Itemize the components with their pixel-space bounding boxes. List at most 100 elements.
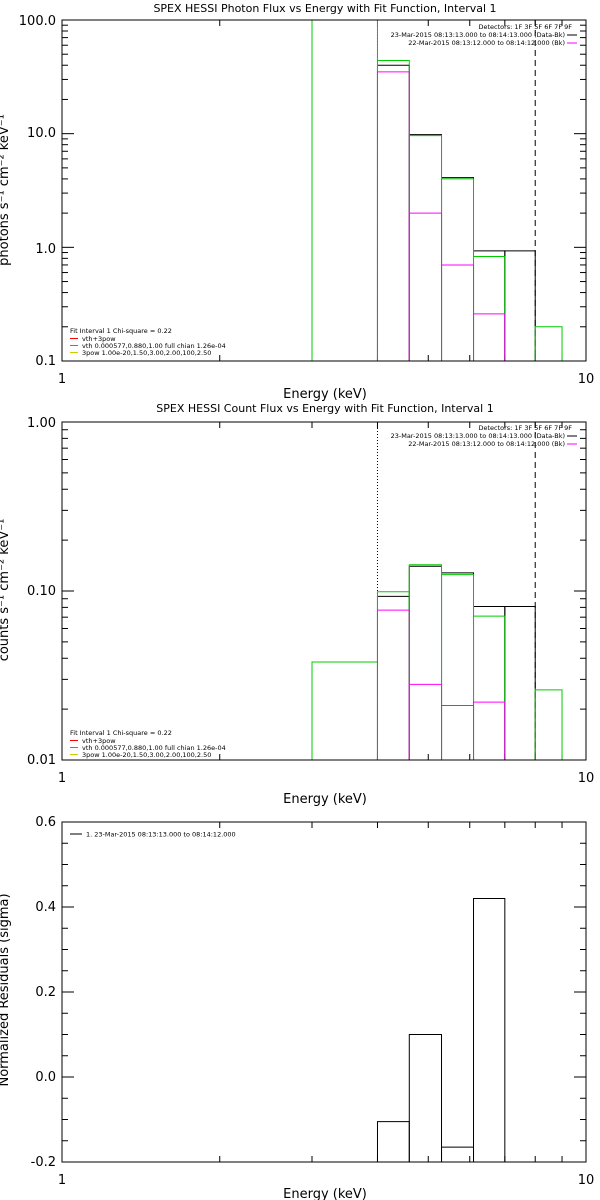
photon-xlabel: Energy (keV) (283, 387, 367, 402)
residuals-legend-text: 1. 23-Mar-2015 08:13:13.000 to 08:14:12.… (86, 831, 236, 839)
residuals-bin (408, 1034, 443, 1162)
residuals-tick-label-y-0.2: 0.2 (35, 985, 56, 1000)
photon-fit-3pow: 3pow 1.00e-20,1.50,3.00,2.00,100,2.50 (82, 349, 211, 357)
count-series-vth-3pow (311, 564, 563, 760)
count-legend-top-right: Detectors: 1F 3F 5F 6F 7F 9F 23-Mar-2015… (391, 424, 577, 448)
count-tick-label-y-1.00: 1.00 (27, 416, 56, 431)
photon-legend-bottom-left: Fit Interval 1 Chi-square = 0.22 vth+3po… (70, 327, 226, 357)
photon-tick-label-y-10.0: 10.0 (27, 126, 56, 141)
residuals-bin (376, 1121, 410, 1162)
photon-bin (534, 326, 563, 361)
photon-axis-ticks (62, 19, 586, 362)
photon-legend-bk-text: 22-Mar-2015 08:13:12.000 to 08:14:12.000… (408, 39, 565, 47)
residuals-tick-label-y-0.6: 0.6 (35, 815, 56, 830)
photon-bin (376, 60, 410, 361)
count-bin (473, 605, 506, 760)
residuals-tick-label-x-10: 10 (578, 1173, 595, 1188)
photon-fit-header: Fit Interval 1 Chi-square = 0.22 (70, 327, 172, 335)
count-vlines (376, 422, 536, 760)
photon-bin (441, 264, 475, 361)
photon-bin (441, 178, 475, 361)
count-bin (408, 683, 443, 760)
count-tick-label-x-10: 10 (578, 771, 595, 786)
photon-bin (311, 19, 378, 361)
photon-bin (408, 212, 443, 361)
photon-bin (473, 250, 506, 361)
count-chart-title: SPEX HESSI Count Flux vs Energy with Fit… (156, 402, 493, 415)
count-flux-panel: SPEX HESSI Count Flux vs Energy with Fit… (0, 402, 594, 807)
count-legend-bk-text: 22-Mar-2015 08:13:12.000 to 08:14:12.000… (408, 440, 565, 448)
photon-bin (376, 64, 410, 361)
count-axis-ticks (62, 421, 586, 761)
residuals-ylabel: Normalized Residuals (sigma) (0, 893, 12, 1086)
residuals-tick-label-y-0.0: 0.0 (35, 1070, 56, 1085)
count-tick-label-y-0.10: 0.10 (27, 584, 56, 599)
residuals-bin (473, 898, 506, 1162)
photon-flux-panel: SPEX HESSI Photon Flux vs Energy with Fi… (0, 2, 594, 402)
residuals-series-residual (376, 898, 506, 1162)
photon-bin (408, 135, 443, 361)
count-bin (504, 605, 536, 760)
residuals-axis-ticks (62, 821, 586, 1163)
photon-ylabel: photons s⁻¹ cm⁻² keV⁻¹ (0, 114, 12, 266)
photon-series-vth-3pow (311, 19, 563, 361)
photon-fit-vth: vth 0.000577,0.880,1.00 full chian 1.26e… (82, 342, 226, 350)
count-fit-header: Fit Interval 1 Chi-square = 0.22 (70, 729, 172, 737)
residuals-tick-label-x-1: 1 (58, 1173, 66, 1188)
count-bin (441, 574, 475, 760)
residuals-panel: Normalized Residuals (sigma) Energy (keV… (0, 815, 594, 1200)
photon-vlines (376, 20, 536, 361)
photon-bin (441, 177, 475, 361)
count-tick-label-y-0.01: 0.01 (27, 753, 56, 768)
count-fit-total: vth+3pow (82, 737, 116, 745)
count-bin (376, 595, 410, 760)
count-tick-label-x-1: 1 (58, 771, 66, 786)
photon-bin (504, 250, 536, 361)
count-fit-vth: vth 0.000577,0.880,1.00 full chian 1.26e… (82, 744, 226, 752)
count-series-data-bk (376, 565, 536, 760)
photon-legend-data-text: 23-Mar-2015 08:13:13.000 to 08:14:13.000… (391, 31, 565, 39)
count-bin (376, 609, 410, 760)
photon-fit-total: vth+3pow (82, 335, 116, 343)
count-plot-frame (61, 421, 587, 761)
residuals-bin (441, 1146, 475, 1162)
photon-tick-label-x-10: 10 (578, 372, 595, 387)
photon-tick-label-y-100.0: 100.0 (19, 14, 56, 29)
photon-bin (376, 71, 410, 361)
photon-bin (408, 134, 443, 361)
count-xlabel: Energy (keV) (283, 792, 367, 807)
photon-series-bk (376, 71, 536, 362)
count-bin (441, 705, 475, 760)
count-bin (441, 572, 475, 760)
residuals-tick-label-y-m0.2: -0.2 (31, 1155, 56, 1170)
count-bin (376, 591, 410, 760)
residuals-tick-label-y-0.4: 0.4 (35, 900, 56, 915)
photon-plot-frame (61, 19, 587, 362)
photon-bin (473, 256, 506, 361)
count-legend-bottom-left: Fit Interval 1 Chi-square = 0.22 vth+3po… (70, 729, 226, 759)
photon-series-data-bk (376, 64, 536, 361)
residuals-legend: 1. 23-Mar-2015 08:13:13.000 to 08:14:12.… (70, 831, 236, 839)
residuals-plot-frame (61, 821, 587, 1163)
residuals-series (376, 898, 506, 1162)
count-legend-data-text: 23-Mar-2015 08:13:13.000 to 08:14:13.000… (391, 432, 565, 440)
photon-tick-label-y-0.1: 0.1 (35, 354, 56, 369)
count-bin (473, 615, 506, 760)
count-series-bk (376, 609, 536, 761)
count-bin (311, 661, 378, 760)
photon-bin (473, 313, 506, 361)
photon-series (311, 19, 563, 362)
residuals-xlabel: Energy (keV) (283, 1187, 367, 1200)
count-ylabel: counts s⁻¹ cm⁻² keV⁻¹ (0, 519, 12, 662)
photon-legend-top-right: Detectors: 1F 3F 5F 6F 7F 9F 23-Mar-2015… (391, 23, 577, 47)
photon-tick-label-x-1: 1 (58, 372, 66, 387)
count-legend-detectors: Detectors: 1F 3F 5F 6F 7F 9F (478, 424, 572, 432)
count-series (311, 564, 563, 761)
photon-chart-title: SPEX HESSI Photon Flux vs Energy with Fi… (153, 2, 496, 15)
photon-legend-detectors: Detectors: 1F 3F 5F 6F 7F 9F (478, 23, 572, 31)
count-bin (408, 564, 443, 760)
photon-tick-label-y-1.0: 1.0 (35, 242, 56, 257)
count-bin (534, 689, 563, 760)
count-fit-3pow: 3pow 1.00e-20,1.50,3.00,2.00,100,2.50 (82, 751, 211, 759)
